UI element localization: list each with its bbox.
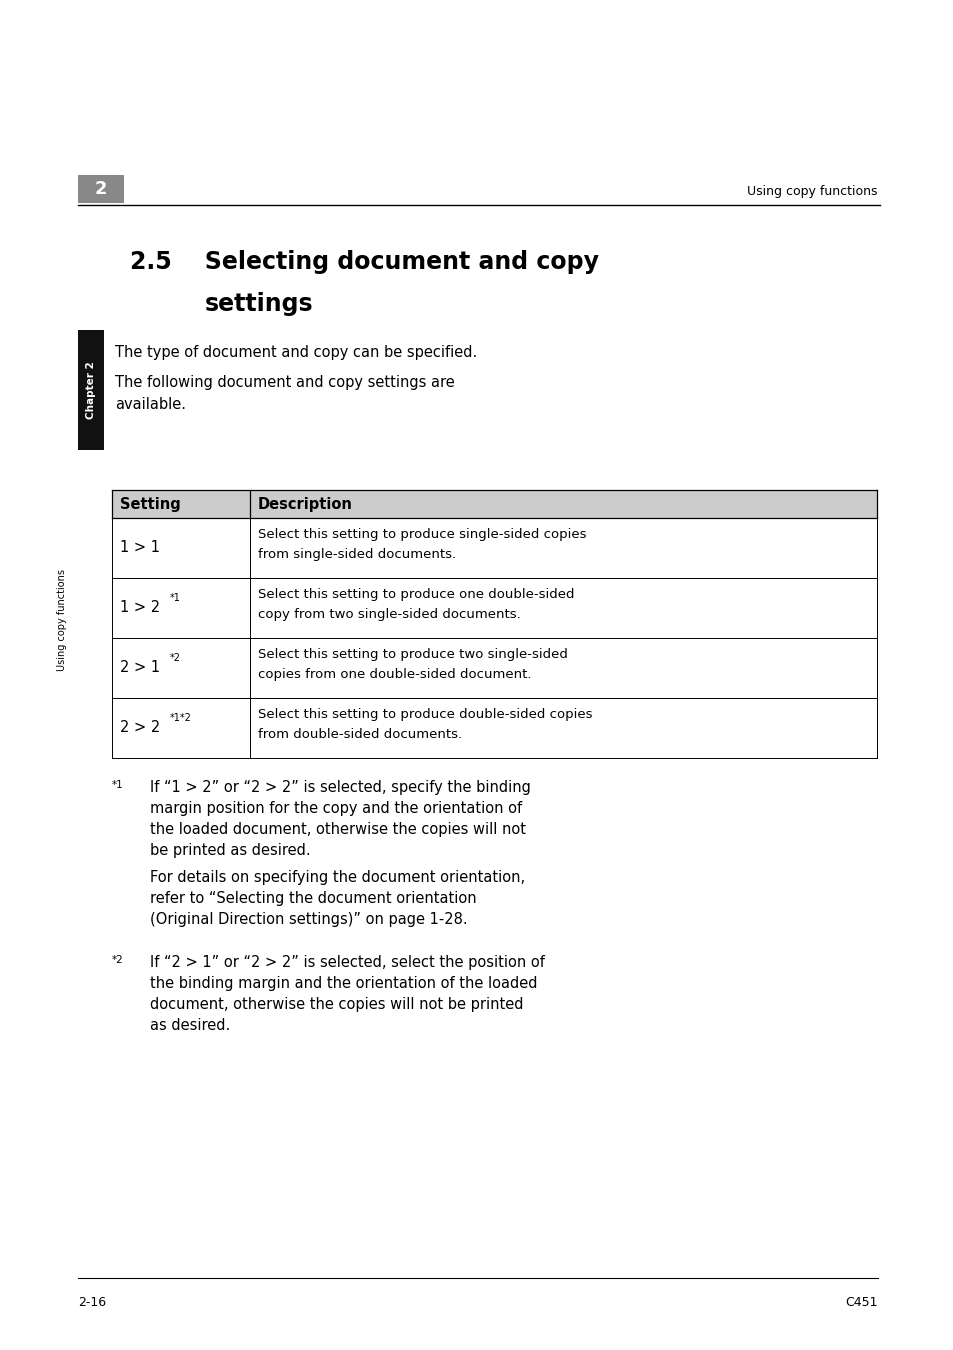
Text: copies from one double-sided document.: copies from one double-sided document. (257, 668, 531, 680)
Text: Using copy functions: Using copy functions (57, 568, 67, 671)
Text: the loaded document, otherwise the copies will not: the loaded document, otherwise the copie… (150, 822, 525, 837)
Text: from single-sided documents.: from single-sided documents. (257, 548, 456, 562)
Text: The following document and copy settings are: The following document and copy settings… (115, 375, 455, 390)
Text: 1 > 1: 1 > 1 (120, 540, 160, 555)
Text: *2: *2 (112, 954, 124, 965)
Text: C451: C451 (844, 1296, 877, 1310)
Text: If “2 > 1” or “2 > 2” is selected, select the position of: If “2 > 1” or “2 > 2” is selected, selec… (150, 954, 544, 971)
Text: 2-16: 2-16 (78, 1296, 106, 1310)
Text: as desired.: as desired. (150, 1018, 230, 1033)
Text: refer to “Selecting the document orientation: refer to “Selecting the document orienta… (150, 891, 476, 906)
Text: 2.5    Selecting document and copy: 2.5 Selecting document and copy (130, 250, 598, 274)
Text: *1: *1 (170, 593, 181, 603)
Text: Description: Description (257, 497, 353, 512)
Text: (Original Direction settings)” on page 1-28.: (Original Direction settings)” on page 1… (150, 913, 467, 927)
Text: copy from two single-sided documents.: copy from two single-sided documents. (257, 608, 520, 621)
Text: *2: *2 (170, 653, 181, 663)
Text: The type of document and copy can be specified.: The type of document and copy can be spe… (115, 346, 476, 360)
Text: *1: *1 (112, 780, 124, 790)
Text: settings: settings (205, 292, 314, 316)
Text: be printed as desired.: be printed as desired. (150, 842, 311, 859)
Text: available.: available. (115, 397, 186, 412)
Text: 2 > 1: 2 > 1 (120, 660, 160, 675)
Text: Chapter 2: Chapter 2 (86, 362, 96, 418)
Text: For details on specifying the document orientation,: For details on specifying the document o… (150, 869, 524, 886)
Text: 2: 2 (94, 180, 107, 198)
Text: Setting: Setting (120, 497, 180, 512)
Text: If “1 > 2” or “2 > 2” is selected, specify the binding: If “1 > 2” or “2 > 2” is selected, speci… (150, 780, 530, 795)
Text: the binding margin and the orientation of the loaded: the binding margin and the orientation o… (150, 976, 537, 991)
Text: 1 > 2: 1 > 2 (120, 601, 160, 616)
Text: document, otherwise the copies will not be printed: document, otherwise the copies will not … (150, 998, 523, 1012)
Bar (78, 329, 104, 450)
Text: Select this setting to produce double-sided copies: Select this setting to produce double-si… (257, 707, 592, 721)
Text: Select this setting to produce one double-sided: Select this setting to produce one doubl… (257, 589, 574, 601)
Text: Using copy functions: Using copy functions (747, 185, 877, 198)
Text: *1*2: *1*2 (170, 713, 192, 724)
Text: Select this setting to produce two single-sided: Select this setting to produce two singl… (257, 648, 567, 662)
Text: margin position for the copy and the orientation of: margin position for the copy and the ori… (150, 801, 521, 815)
Text: 2 > 2: 2 > 2 (120, 721, 160, 736)
Bar (78, 176, 124, 202)
Text: from double-sided documents.: from double-sided documents. (257, 728, 461, 741)
Text: Select this setting to produce single-sided copies: Select this setting to produce single-si… (257, 528, 586, 541)
Bar (112, 490, 876, 518)
